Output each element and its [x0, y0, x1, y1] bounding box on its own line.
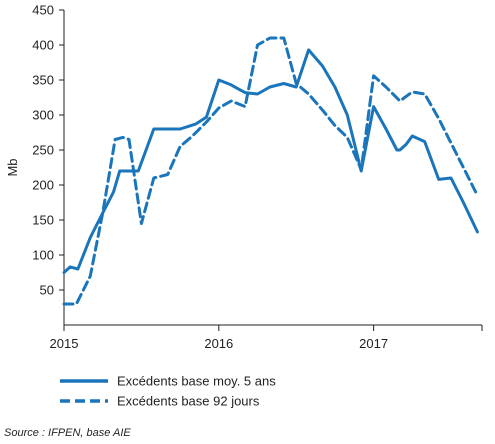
- y-axis: 50 100 150 200 250 300 350 400 450: [32, 3, 65, 325]
- y-tick-label: 200: [32, 178, 54, 193]
- series-line-solid: [62, 48, 479, 274]
- y-tick-label: 50: [40, 283, 54, 298]
- x-tick-label: 2015: [50, 336, 79, 351]
- y-tick-label: 150: [32, 213, 54, 228]
- y-axis-title: Mb: [5, 158, 20, 176]
- y-tick-label: 100: [32, 248, 54, 263]
- legend-label: Excédents base moy. 5 ans: [117, 374, 276, 389]
- y-tick-label: 350: [32, 73, 54, 88]
- series-line-dashed: [62, 36, 479, 306]
- x-axis: 2015 2016 2017: [50, 324, 483, 351]
- source-note: Source : IFPEN, base AIE: [4, 427, 131, 439]
- x-tick-label: 2016: [204, 336, 233, 351]
- y-tick-label: 300: [32, 108, 54, 123]
- y-tick-label: 250: [32, 143, 54, 158]
- x-tick-label: 2017: [359, 336, 388, 351]
- y-tick-label: 450: [32, 3, 54, 18]
- legend: Excédents base moy. 5 ans Excédents base …: [60, 374, 276, 409]
- y-tick-label: 400: [32, 38, 54, 53]
- series-layer: [62, 36, 479, 306]
- legend-label: Excédents base 92 jours: [117, 394, 260, 409]
